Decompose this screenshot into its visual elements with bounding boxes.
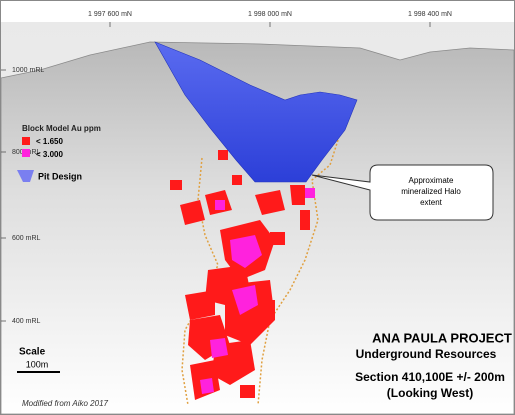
- northing-label: 1 998 400 mN: [408, 11, 452, 18]
- elevation-label: 600 mRL: [12, 235, 41, 242]
- callout-text: mineralized Halo: [401, 187, 461, 196]
- source-note: Modified from Aiko 2017: [22, 399, 109, 408]
- block-model-high: [200, 188, 315, 394]
- ticks: [1, 22, 431, 322]
- project-subtitle: Underground Resources: [356, 347, 497, 361]
- section-label: Section 410,100E +/- 200m: [355, 370, 505, 384]
- scale-length: 100m: [26, 359, 49, 369]
- view-label: (Looking West): [387, 386, 473, 400]
- legend-swatch: [17, 170, 34, 182]
- legend-title: Block Model Au ppm: [22, 124, 101, 133]
- northing-label: 1 997 600 mN: [88, 11, 132, 18]
- legend-label: < 3.000: [36, 150, 63, 159]
- northing-label: 1 998 000 mN: [248, 11, 292, 18]
- elevation-label: 400 mRL: [12, 318, 41, 325]
- legend-label: Pit Design: [38, 171, 82, 181]
- callout-text: extent: [420, 198, 443, 207]
- legend-label: < 1.650: [36, 137, 63, 146]
- elevation-label: 1000 mRL: [12, 67, 44, 74]
- callout-text: Approximate: [409, 176, 454, 185]
- scale-title: Scale: [19, 347, 46, 358]
- project-title: ANA PAULA PROJECT: [372, 330, 512, 345]
- legend-swatch: [22, 149, 30, 157]
- legend-swatch: [22, 137, 30, 145]
- callout: [311, 164, 494, 221]
- pit-design: [154, 41, 358, 183]
